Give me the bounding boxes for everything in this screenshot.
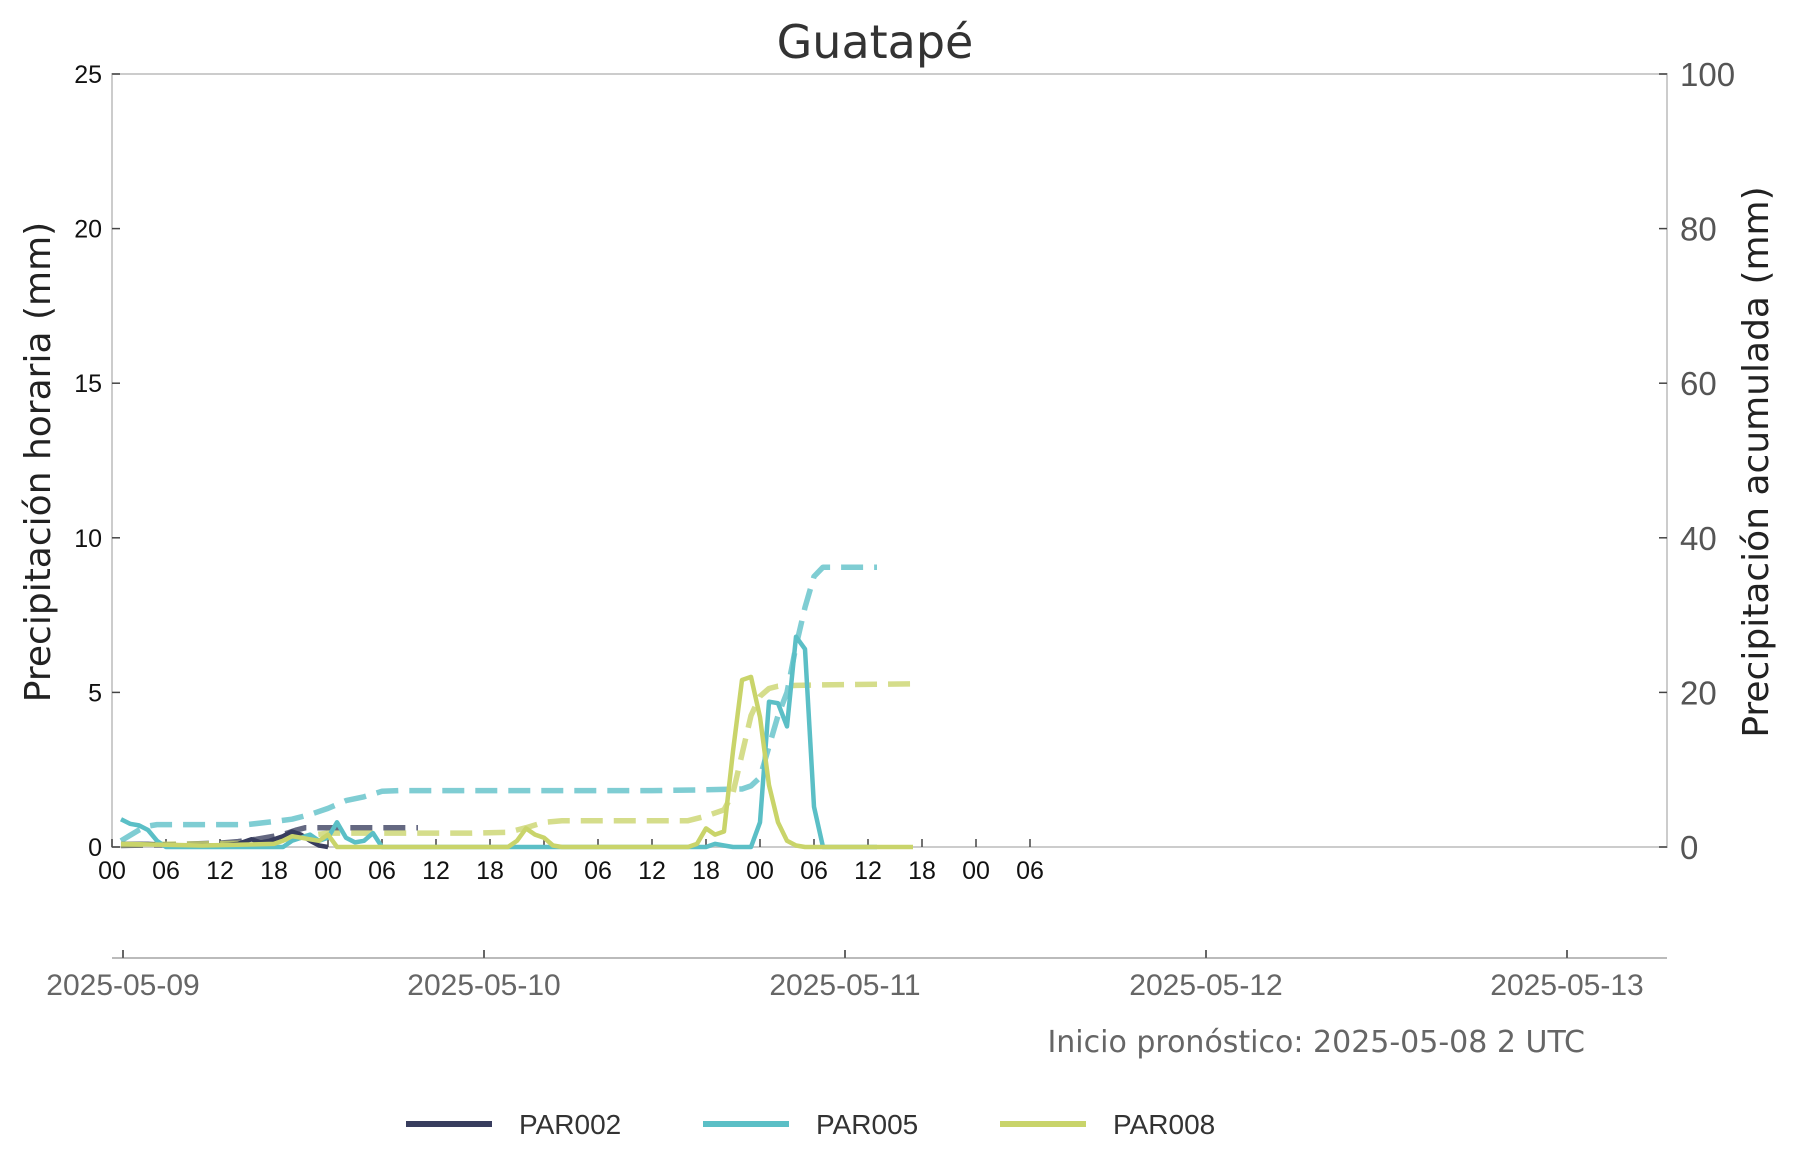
x-hour-tick-label: 06 — [584, 857, 612, 885]
x-hour-tick-label: 18 — [692, 857, 720, 885]
x-hour-tick-label: 12 — [638, 857, 666, 885]
x-hour-tick-label: 06 — [800, 857, 828, 885]
x-hour-tick-label: 06 — [1016, 857, 1044, 885]
y-right-tick-label: 60 — [1680, 365, 1717, 402]
y-right-tick-label: 20 — [1680, 674, 1717, 711]
x-hour-tick-label: 18 — [476, 857, 504, 885]
forecast-start-note: Inicio pronóstico: 2025-05-08 2 UTC — [1047, 1025, 1585, 1060]
y-right-tick-label: 80 — [1680, 211, 1717, 248]
date-tick-label: 2025-05-13 — [1490, 969, 1643, 1002]
legend: PAR002 PAR005 PAR008 — [406, 1109, 1215, 1140]
y-axis-left-label: Precipitación horaria (mm) — [18, 222, 59, 702]
x-hour-tick-label: 06 — [368, 857, 396, 885]
y-left-tick-label: 20 — [74, 216, 102, 244]
x-hour-tick-label: 18 — [908, 857, 936, 885]
date-tick-label: 2025-05-11 — [769, 969, 920, 1002]
x-hour-tick-label: 12 — [854, 857, 882, 885]
series-lines — [119, 564, 914, 850]
y-axis-right-label: Precipitación acumulada (mm) — [1736, 186, 1777, 737]
y-right-tick-label: 0 — [1680, 829, 1698, 866]
y-left-tick-label: 25 — [74, 61, 102, 89]
y-left-tick-label: 5 — [88, 679, 102, 707]
x-hour-tick-label: 00 — [530, 857, 558, 885]
x-hour-tick-label: 18 — [260, 857, 288, 885]
x-hour-tick-label: 00 — [746, 857, 774, 885]
x-hour-tick-label: 00 — [962, 857, 990, 885]
date-tick-label: 2025-05-09 — [46, 969, 199, 1002]
series-par005-accumulated-line — [119, 564, 877, 844]
axes — [111, 73, 1668, 959]
y-right-tick-label: 100 — [1680, 56, 1735, 93]
x-hour-tick-label: 00 — [98, 857, 126, 885]
x-hour-tick-label: 12 — [422, 857, 450, 885]
legend-label-par002: PAR002 — [519, 1109, 621, 1140]
date-tick-label: 2025-05-12 — [1129, 969, 1282, 1002]
legend-label-par005: PAR005 — [816, 1109, 918, 1140]
tick-labels: 0 5 10 15 20 25 0 20 40 60 80 100 00 06 12 18 00 06 12 18 00… — [46, 56, 1735, 1002]
y-right-tick-label: 40 — [1680, 520, 1717, 557]
y-left-tick-label: 0 — [88, 834, 102, 862]
x-hour-tick-label: 12 — [206, 857, 234, 885]
y-left-tick-label: 15 — [74, 370, 102, 398]
date-tick-label: 2025-05-10 — [407, 969, 560, 1002]
series-par008-accumulated-line — [120, 681, 914, 848]
plot-frame — [111, 73, 1668, 848]
x-hour-tick-label: 00 — [314, 857, 342, 885]
series-par008-hourly-line — [120, 674, 913, 850]
x-hour-tick-label: 06 — [152, 857, 180, 885]
y-left-tick-label: 10 — [74, 525, 102, 553]
chart-title: Guatapé — [777, 15, 974, 69]
legend-label-par008: PAR008 — [1113, 1109, 1215, 1140]
